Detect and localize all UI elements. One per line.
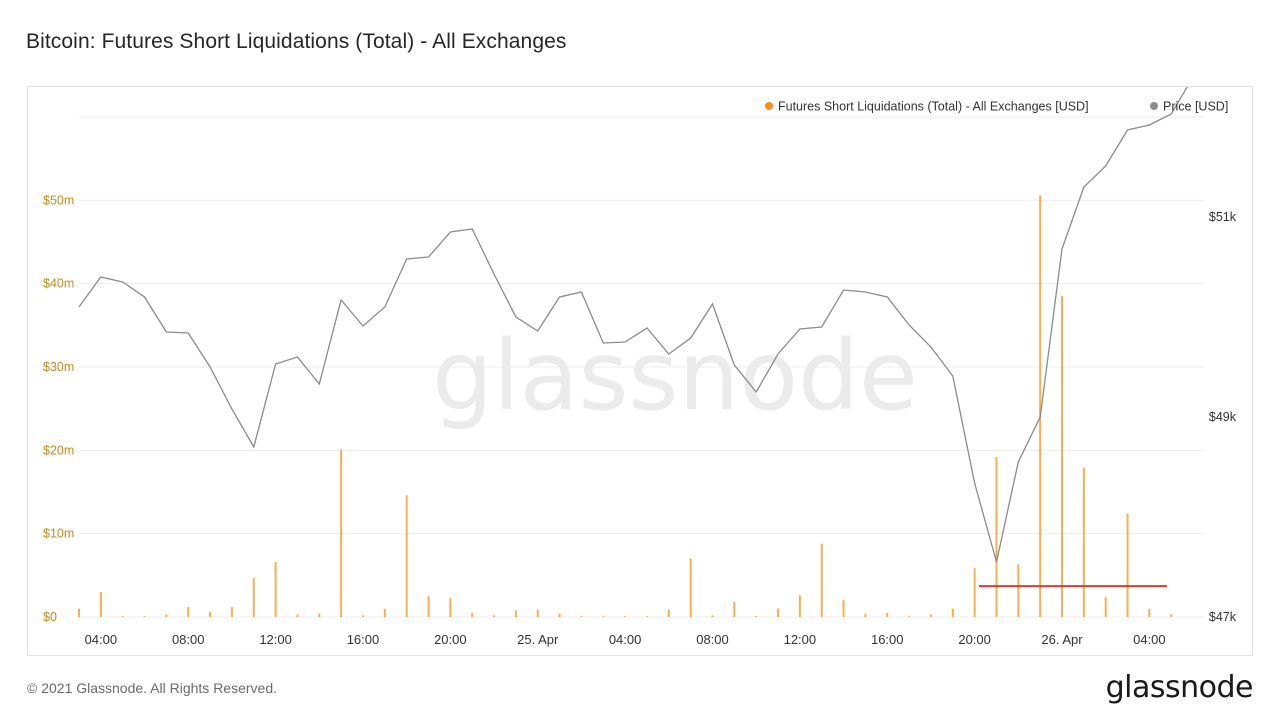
bar: [165, 614, 168, 617]
bar: [405, 495, 408, 617]
watermark: glassnode: [432, 320, 918, 432]
bar: [187, 607, 190, 617]
bar: [1082, 467, 1085, 617]
bar: [230, 607, 233, 617]
x-tick-label: 26. Apr: [1041, 632, 1083, 647]
bar: [755, 616, 758, 617]
x-axis: 04:00 08:00 12:00 16:00 20:00 25. Apr 04:00 08:…: [85, 632, 1166, 647]
bar: [471, 612, 474, 617]
glassnode-logo[interactable]: glassnode: [1105, 670, 1254, 705]
bar: [820, 543, 823, 617]
x-tick-label: 25. Apr: [517, 632, 559, 647]
bar: [645, 616, 648, 617]
right-tick-label: $51k: [1209, 210, 1237, 224]
bar: [274, 562, 277, 617]
bar: [886, 612, 889, 617]
bar: [580, 616, 583, 617]
left-tick-label: $0: [43, 610, 57, 624]
x-tick-label: 08:00: [696, 632, 729, 647]
bar: [121, 616, 124, 617]
bar: [143, 616, 146, 617]
bar: [209, 612, 212, 617]
bar: [340, 449, 343, 617]
price-line: [78, 87, 1188, 563]
chart-container: glassnode $0 $10m $20m $30m $40m $50m $47k $49…: [27, 86, 1253, 656]
bar: [1104, 597, 1107, 617]
left-tick-label: $20m: [43, 443, 74, 457]
bar: [1148, 608, 1151, 617]
bar: [449, 597, 452, 617]
bar: [318, 613, 321, 617]
x-tick-label: 04:00: [1133, 632, 1166, 647]
bar: [951, 608, 954, 617]
bar: [361, 615, 364, 617]
left-axis: $0 $10m $20m $30m $40m $50m: [43, 193, 74, 624]
bar: [1170, 614, 1173, 617]
bar: [1061, 296, 1064, 617]
x-tick-label: 08:00: [172, 632, 205, 647]
x-tick-label: 20:00: [434, 632, 467, 647]
x-tick-label: 20:00: [958, 632, 991, 647]
bar: [908, 616, 911, 617]
bar: [864, 613, 867, 617]
bar: [427, 596, 430, 617]
legend-swatch-price: [1150, 102, 1158, 110]
legend[interactable]: Futures Short Liquidations (Total) - All…: [765, 100, 1228, 114]
bar: [514, 610, 517, 617]
right-tick-label: $49k: [1209, 410, 1237, 424]
x-tick-label: 16:00: [871, 632, 904, 647]
bar: [252, 577, 255, 617]
bar: [78, 608, 80, 617]
bar: [973, 567, 976, 617]
x-tick-label: 04:00: [609, 632, 642, 647]
bar: [1126, 513, 1129, 617]
bar: [711, 615, 714, 617]
right-axis: $47k $49k $51k: [1209, 210, 1237, 624]
legend-label-price[interactable]: Price [USD]: [1163, 100, 1228, 114]
x-tick-label: 16:00: [347, 632, 380, 647]
bar: [1039, 195, 1042, 617]
legend-label-liquidations[interactable]: Futures Short Liquidations (Total) - All…: [778, 100, 1089, 114]
bar: [733, 602, 736, 617]
bar: [493, 615, 496, 617]
bar: [624, 616, 627, 617]
chart-svg: glassnode $0 $10m $20m $30m $40m $50m $47k $49…: [43, 87, 1237, 647]
bar: [99, 592, 102, 617]
x-tick-label: 12:00: [259, 632, 292, 647]
left-tick-label: $50m: [43, 193, 74, 207]
bar: [383, 608, 386, 617]
bar: [689, 558, 692, 617]
bar: [536, 609, 539, 617]
bar: [777, 608, 780, 617]
left-tick-label: $10m: [43, 527, 74, 541]
bar: [602, 616, 605, 617]
liquidation-bars: [78, 195, 1173, 617]
bar: [667, 609, 670, 617]
bar: [1017, 564, 1020, 617]
right-tick-label: $47k: [1209, 610, 1237, 624]
copyright-text: © 2021 Glassnode. All Rights Reserved.: [27, 680, 278, 696]
left-tick-label: $40m: [43, 277, 74, 291]
bar: [995, 457, 998, 617]
left-tick-label: $30m: [43, 360, 74, 374]
bar: [296, 614, 299, 617]
bar: [558, 613, 561, 617]
price-line-group: [78, 87, 1188, 563]
gridlines: [79, 116, 1204, 618]
legend-swatch-liquidations: [765, 102, 773, 110]
bar: [798, 595, 801, 617]
bar: [842, 600, 845, 617]
bar: [929, 614, 932, 617]
x-tick-label: 12:00: [784, 632, 817, 647]
chart-title: Bitcoin: Futures Short Liquidations (Tot…: [26, 30, 567, 53]
x-tick-label: 04:00: [85, 632, 118, 647]
